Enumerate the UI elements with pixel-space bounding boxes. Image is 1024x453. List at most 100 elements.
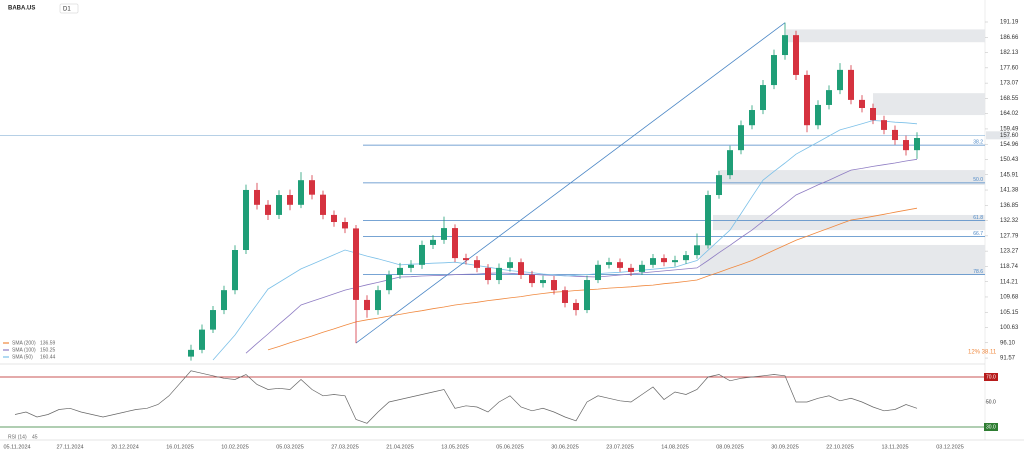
candle-body [694, 245, 700, 256]
rsi-level-box [984, 423, 998, 431]
candle-body [518, 262, 524, 275]
candle-body [408, 264, 414, 268]
candle-body [738, 125, 744, 151]
candle-body [804, 74, 810, 126]
x-tick-label: 23.07.2025 [606, 444, 634, 450]
legend-name: SMA (50) [12, 354, 33, 360]
rsi-tick-label: 30.0 [986, 424, 996, 430]
candle-body [342, 222, 348, 229]
y-tick-label: 177.60 [1000, 65, 1019, 71]
y-tick-label: 136.85 [1000, 203, 1019, 209]
candle-body [441, 228, 447, 240]
y-tick-label: 109.68 [1000, 295, 1019, 301]
candle-body [848, 69, 854, 100]
candle-body [430, 239, 436, 245]
candle-body [573, 302, 579, 311]
candle-body [815, 104, 821, 126]
candle-body [298, 180, 304, 205]
x-tick-label: 27.11.2024 [56, 444, 83, 450]
candle-body [507, 262, 513, 268]
y-tick-label: 150.43 [1000, 157, 1019, 163]
candle-body [639, 264, 645, 272]
annotation: 12% 38.11 [968, 350, 997, 356]
x-tick-label: 22.10.2025 [826, 444, 854, 450]
candle-body [529, 274, 535, 284]
rsi-line [14, 370, 918, 424]
x-tick-label: 05.06.2025 [496, 444, 524, 450]
candle-body [540, 280, 546, 284]
candle-body [650, 258, 656, 265]
y-tick-label: 173.07 [1000, 81, 1019, 87]
candle-body [595, 264, 601, 281]
y-tick-label: 96.10 [1000, 340, 1016, 346]
candle-body [551, 280, 557, 291]
legend-name: SMA (200) [12, 340, 36, 346]
candle-body [683, 255, 689, 261]
candle-body [870, 107, 876, 121]
candle-body [914, 138, 920, 151]
x-tick-label: 21.04.2025 [386, 444, 414, 450]
fib-label: 38.2 [973, 139, 983, 145]
y-tick-label: 123.27 [1000, 249, 1019, 255]
y-tick-label: 91.57 [1000, 356, 1016, 362]
fib-label: 50.0 [973, 177, 983, 183]
candle-body [353, 228, 359, 300]
rsi-legend-value: 45 [32, 434, 38, 440]
y-tick-label: 182.13 [1000, 50, 1019, 56]
candle-body [485, 267, 491, 281]
y-tick-label: 141.38 [1000, 188, 1019, 194]
zone [713, 214, 985, 231]
moving-average [212, 120, 918, 361]
timeframe-dropdown[interactable] [59, 3, 79, 14]
timeframe[interactable]: D1 [63, 7, 71, 13]
candle-body [254, 189, 260, 205]
legend-value: 160.44 [40, 354, 56, 360]
candle-body [716, 175, 722, 196]
y-tick-label: 105.15 [1000, 310, 1019, 316]
y-tick-label: 118.74 [1000, 264, 1019, 270]
candle-body [309, 180, 315, 195]
candle-body [562, 290, 568, 303]
last-price-label: 157.60 [1000, 133, 1019, 139]
candle-body [892, 129, 898, 141]
y-tick-label: 145.91 [1000, 172, 1019, 178]
rsi-tick-label: 70.0 [986, 374, 996, 380]
candle-body [419, 244, 425, 265]
candle-body [364, 299, 370, 311]
candle-body [793, 35, 799, 75]
y-tick-label: 164.02 [1000, 111, 1019, 117]
zone [873, 93, 985, 116]
last-price-box [986, 131, 1010, 140]
candle-body [386, 274, 392, 291]
x-tick-label: 13.05.2025 [441, 444, 469, 450]
candle-body [672, 260, 678, 263]
y-tick-label: 154.96 [1000, 142, 1019, 148]
candle-body [496, 267, 502, 281]
candle-body [859, 99, 865, 108]
fib-label: 61.8 [973, 215, 983, 221]
x-tick-label: 20.12.2024 [111, 444, 139, 450]
zone [786, 29, 985, 43]
y-tick-label: 186.66 [1000, 35, 1019, 41]
y-tick-label: 127.79 [1000, 233, 1019, 239]
symbol: BABA.US [8, 6, 35, 12]
candle-body [375, 290, 381, 311]
rsi-level-box [984, 373, 998, 381]
candle-body [826, 90, 832, 105]
candle-body [474, 260, 480, 268]
y-tick-label: 100.63 [1000, 325, 1019, 331]
x-tick-label: 05.03.2025 [276, 444, 304, 450]
candle-body [188, 349, 194, 357]
candle-body [903, 140, 909, 151]
y-tick-label: 159.49 [1000, 127, 1019, 133]
zone [700, 244, 985, 275]
candle-body [705, 195, 711, 246]
candle-body [452, 228, 458, 259]
x-tick-label: 10.02.2025 [221, 444, 249, 450]
candle-body [287, 195, 293, 205]
y-tick-label: 132.32 [1000, 218, 1019, 224]
candle-body [397, 267, 403, 275]
legend-name: SMA (100) [12, 347, 36, 353]
candle-body [749, 110, 755, 126]
